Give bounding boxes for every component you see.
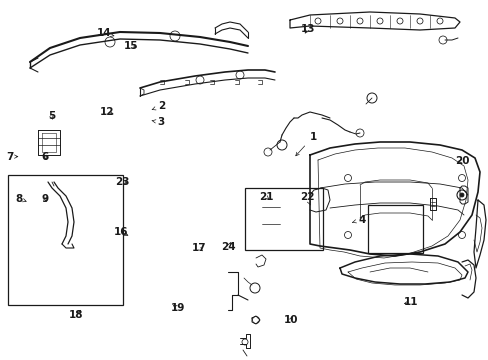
Text: 10: 10 (283, 315, 298, 325)
Text: 6: 6 (41, 152, 48, 162)
Text: 20: 20 (454, 156, 468, 166)
Bar (8, 175, 123, 305)
Text: 16: 16 (114, 227, 128, 237)
Text: 12: 12 (99, 107, 114, 117)
Text: 15: 15 (123, 41, 138, 51)
Text: 17: 17 (192, 243, 206, 253)
Text: 23: 23 (115, 177, 129, 187)
Text: 3: 3 (152, 117, 164, 127)
Text: 18: 18 (68, 310, 83, 320)
Circle shape (459, 193, 463, 197)
Text: 22: 22 (299, 192, 314, 205)
Text: 9: 9 (41, 194, 48, 204)
Text: 19: 19 (171, 303, 185, 313)
Text: 4: 4 (352, 215, 365, 225)
Bar (367, 205, 422, 253)
Text: 14: 14 (96, 28, 114, 38)
Text: 7: 7 (6, 152, 18, 162)
Text: 21: 21 (259, 192, 273, 202)
Bar (244, 188, 323, 250)
Text: 11: 11 (403, 297, 417, 307)
Text: 24: 24 (221, 242, 236, 252)
Text: 5: 5 (48, 111, 55, 121)
Text: 13: 13 (300, 24, 315, 34)
Text: 2: 2 (152, 101, 164, 111)
Text: 1: 1 (295, 132, 316, 156)
Text: 8: 8 (15, 194, 26, 204)
